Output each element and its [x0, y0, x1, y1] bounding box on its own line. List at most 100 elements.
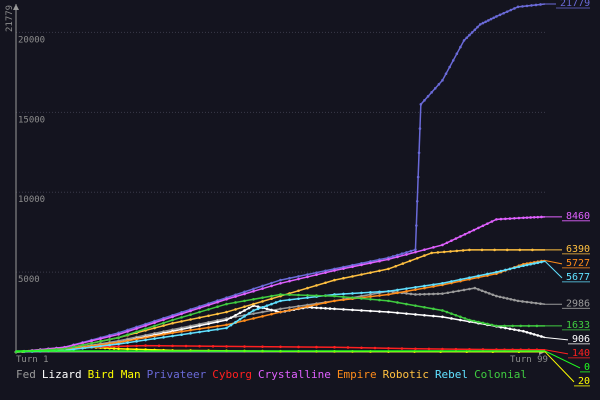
series-point — [351, 292, 354, 295]
series-point — [423, 254, 426, 257]
series-point — [423, 313, 426, 317]
series-point — [243, 305, 246, 309]
series-point — [162, 324, 165, 327]
series-point — [536, 334, 540, 337]
series-point — [288, 306, 291, 309]
series-point — [473, 28, 477, 32]
series-point — [505, 297, 509, 300]
series-point — [153, 337, 156, 340]
series-point — [527, 324, 531, 328]
series-point — [525, 4, 529, 8]
series-point — [426, 95, 430, 98]
series-point — [486, 222, 489, 225]
series-point — [108, 343, 111, 347]
series-line — [15, 293, 545, 353]
series-point — [270, 312, 273, 316]
series-point — [252, 287, 255, 291]
series-point — [324, 269, 327, 273]
series-point — [504, 217, 507, 221]
series-point — [198, 327, 201, 331]
series-point — [504, 326, 507, 330]
series-point — [525, 263, 529, 267]
series-point — [536, 215, 540, 219]
series-point — [234, 320, 237, 324]
series-point — [415, 224, 418, 227]
series-point — [315, 345, 318, 349]
series-point — [288, 298, 291, 302]
series-point — [171, 315, 174, 319]
series-point — [270, 308, 273, 312]
series-point — [252, 289, 255, 293]
series-point — [454, 347, 458, 351]
series-point — [529, 332, 532, 335]
leader-line — [544, 351, 575, 383]
series-point — [441, 79, 444, 82]
series-point — [288, 279, 291, 283]
series-point — [99, 340, 102, 343]
series-point — [454, 313, 458, 317]
end-labels: 21779 8460 6390 5727 5677 2986 1633 906 140 0 20 — [544, 0, 590, 387]
series-point — [297, 289, 300, 293]
series-point — [274, 309, 278, 313]
series-point — [72, 345, 75, 349]
series-point — [360, 291, 363, 295]
series-point — [351, 265, 354, 269]
series-point — [270, 297, 273, 301]
series-point — [328, 307, 332, 310]
series-point — [521, 5, 524, 8]
series-point — [207, 308, 210, 311]
series-point — [492, 16, 496, 20]
series-point — [72, 348, 75, 351]
series-point — [324, 281, 327, 285]
series-point — [184, 344, 188, 348]
series-point — [378, 269, 381, 273]
series-point — [171, 321, 174, 325]
series-point — [315, 271, 318, 274]
series-point — [117, 347, 120, 351]
series-point — [324, 294, 327, 298]
series-point — [225, 297, 228, 301]
end-value-label: 140 — [572, 348, 590, 359]
series-point — [378, 290, 381, 294]
series-point — [414, 304, 417, 307]
series-point — [207, 329, 210, 332]
series-point — [279, 307, 282, 311]
grid — [16, 31, 545, 273]
series-point — [432, 246, 435, 249]
x-end-label: Turn 99 — [510, 355, 548, 365]
series-point — [189, 313, 192, 317]
series-point — [409, 249, 413, 253]
series-point — [189, 309, 192, 313]
series-point — [378, 259, 381, 263]
series-point — [297, 297, 300, 301]
series-point — [513, 217, 516, 220]
series-point — [396, 288, 399, 292]
series-point — [55, 348, 58, 351]
series-point — [315, 273, 318, 277]
series-point — [405, 302, 408, 306]
series-point — [477, 274, 480, 278]
series-point — [252, 297, 255, 301]
series-point — [360, 263, 363, 267]
series-point — [468, 287, 471, 291]
series-point — [513, 298, 516, 302]
series-point — [342, 298, 345, 302]
series-point — [360, 346, 363, 350]
series-point — [481, 224, 485, 228]
series-point — [441, 315, 444, 319]
series-point — [387, 289, 390, 293]
series-point — [216, 320, 219, 324]
series-point — [234, 313, 237, 317]
series-point — [540, 335, 543, 338]
series-point — [81, 346, 84, 350]
series-point — [476, 25, 479, 29]
series-point — [480, 248, 484, 252]
series-point — [189, 328, 192, 332]
series-point — [162, 318, 165, 322]
series-point — [274, 301, 278, 304]
series-point — [529, 216, 532, 219]
series-point — [261, 315, 264, 318]
series-point — [315, 294, 318, 297]
series-point — [360, 297, 363, 300]
series-point — [369, 261, 372, 265]
